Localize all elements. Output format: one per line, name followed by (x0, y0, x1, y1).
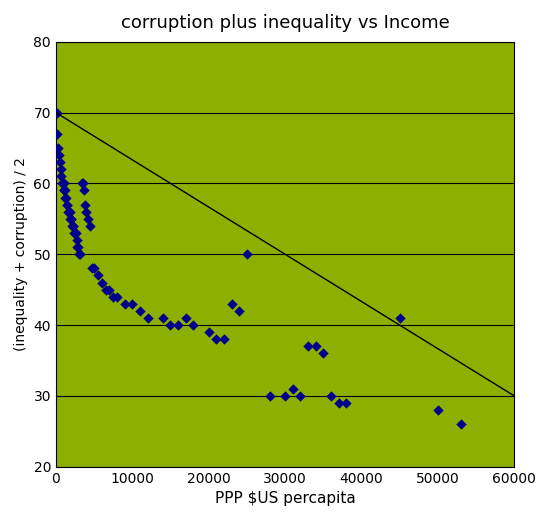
Point (59, 186, 68, 194)
Point (90, 264, 98, 272)
Point (86, 222, 95, 230)
Point (311, 342, 320, 350)
Point (120, 300, 129, 308)
Point (334, 399, 343, 407)
Title: corruption plus inequality vs Income: corruption plus inequality vs Income (120, 14, 449, 32)
Point (78, 179, 86, 188)
Point (109, 293, 118, 301)
Point (327, 392, 336, 400)
Point (70, 229, 79, 237)
Point (58, 179, 67, 188)
Point (67, 215, 75, 223)
Point (73, 243, 82, 251)
Point (433, 406, 442, 414)
Point (68, 222, 77, 230)
Point (62, 193, 70, 202)
Point (56, 165, 65, 173)
Point (65, 207, 74, 216)
Point (82, 207, 91, 216)
Point (174, 321, 183, 329)
Point (60, 186, 69, 194)
Point (72, 236, 81, 244)
Point (78, 179, 87, 188)
Point (52, 109, 61, 117)
Point (67, 215, 75, 223)
Point (80, 186, 89, 194)
Point (69, 222, 78, 230)
Point (304, 342, 312, 350)
Point (204, 328, 213, 336)
Point (280, 392, 289, 400)
Point (189, 321, 198, 329)
Point (135, 307, 144, 315)
Point (74, 243, 82, 251)
Point (97, 278, 106, 287)
Point (53, 129, 62, 138)
Point (113, 293, 122, 301)
Point (94, 271, 102, 280)
Point (70, 229, 79, 237)
Point (62, 201, 71, 209)
Point (456, 420, 465, 428)
Point (87, 264, 96, 272)
Point (68, 222, 76, 230)
Point (128, 300, 137, 308)
Point (166, 321, 175, 329)
Point (143, 314, 152, 322)
Point (243, 250, 251, 258)
Point (296, 392, 305, 400)
Point (76, 250, 85, 258)
Point (212, 335, 221, 343)
Point (59, 179, 68, 188)
Point (288, 385, 297, 393)
Point (84, 215, 92, 223)
Point (60, 193, 69, 202)
Point (66, 215, 75, 223)
Point (219, 335, 228, 343)
Point (105, 285, 114, 294)
Point (54, 151, 63, 159)
Point (60, 186, 69, 194)
Point (158, 314, 167, 322)
Point (58, 179, 67, 188)
Point (80, 201, 89, 209)
Point (63, 201, 72, 209)
Point (56, 158, 64, 166)
Point (57, 172, 65, 180)
Point (395, 314, 404, 322)
X-axis label: PPP $US percapita: PPP $US percapita (214, 491, 355, 506)
Point (64, 207, 73, 216)
Point (74, 250, 83, 258)
Point (64, 207, 73, 216)
Point (319, 349, 328, 358)
Point (72, 229, 80, 237)
Point (54, 144, 63, 152)
Point (227, 300, 236, 308)
Point (182, 314, 190, 322)
Point (101, 285, 110, 294)
Point (235, 307, 244, 315)
Y-axis label: (inequality + corruption) / 2: (inequality + corruption) / 2 (14, 157, 28, 351)
Point (342, 399, 350, 407)
Point (266, 392, 274, 400)
